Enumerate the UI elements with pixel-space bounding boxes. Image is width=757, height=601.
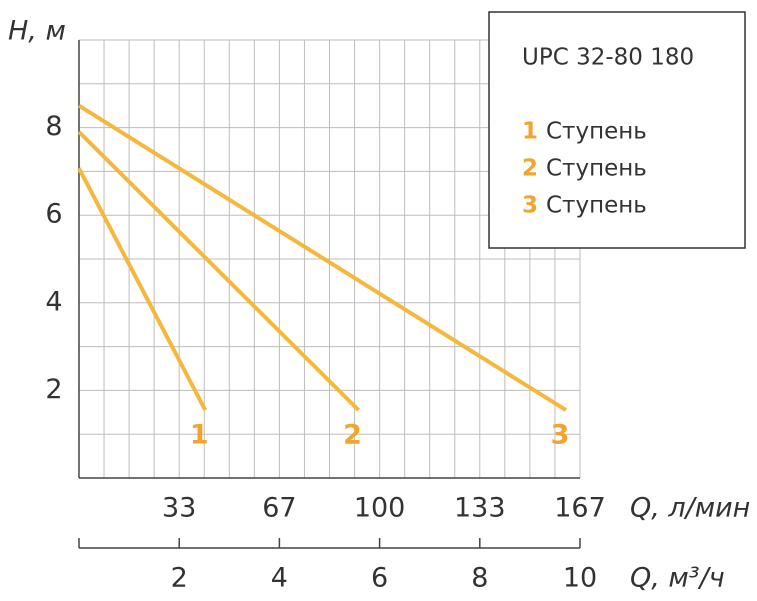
legend-number: 1 xyxy=(522,119,538,145)
x2-tick-label: 6 xyxy=(371,563,388,594)
curve-label: 2 xyxy=(343,420,362,451)
y-tick-label: 2 xyxy=(45,374,62,405)
x2-tick-label: 8 xyxy=(471,563,488,594)
legend-label: Ступень xyxy=(546,119,647,145)
legend-label: Ступень xyxy=(546,156,647,182)
x-tick-label: 167 xyxy=(554,493,606,524)
legend-number: 2 xyxy=(522,156,538,182)
x-tick-label: 67 xyxy=(262,493,296,524)
legend-number: 3 xyxy=(522,193,538,219)
x2-tick-label: 4 xyxy=(271,563,288,594)
legend-label: Ступень xyxy=(546,193,647,219)
curve-label: 1 xyxy=(190,420,209,451)
y-tick-label: 6 xyxy=(45,199,62,230)
legend-title: UPC 32-80 180 xyxy=(522,45,694,71)
x-tick-label: 133 xyxy=(454,493,506,524)
x-tick-label: 33 xyxy=(162,493,196,524)
legend-box xyxy=(488,11,746,249)
curve xyxy=(77,104,568,412)
y-axis-label: H, м xyxy=(8,16,66,47)
x-axis-label: Q, л/мин xyxy=(630,493,750,524)
y-tick-label: 4 xyxy=(45,286,62,317)
curve xyxy=(77,130,360,412)
curve-label: 3 xyxy=(551,420,570,451)
x2-tick-label: 10 xyxy=(563,563,597,594)
x2-axis-label: Q, м³/ч xyxy=(630,563,725,594)
x-tick-label: 100 xyxy=(354,493,406,524)
x2-tick-label: 2 xyxy=(171,563,188,594)
curve xyxy=(77,167,208,412)
y-tick-label: 8 xyxy=(45,111,62,142)
